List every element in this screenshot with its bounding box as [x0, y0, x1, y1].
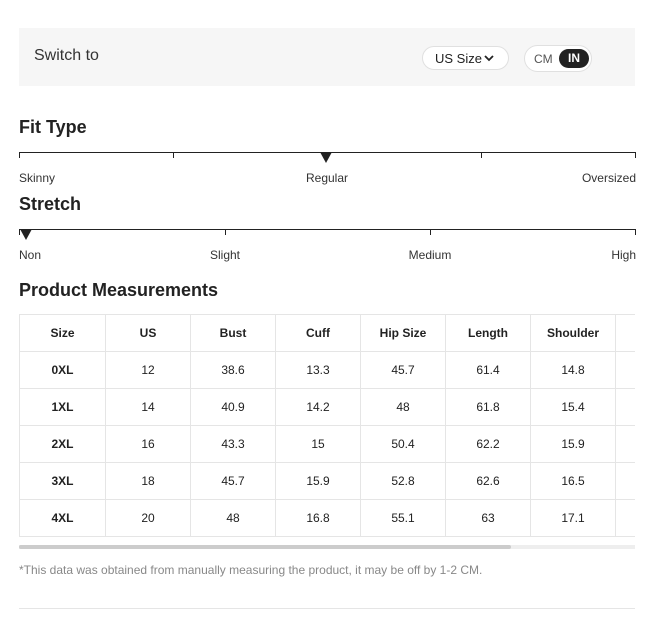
table-cell: 14.2 — [275, 388, 361, 426]
table-row: 2XL 16 43.3 15 50.4 62.2 15.9 — [19, 425, 635, 463]
table-cell: 52.8 — [360, 462, 446, 500]
table-cell: 61.8 — [445, 388, 531, 426]
note: *This data was obtained from manually me… — [19, 563, 483, 577]
divider — [19, 608, 635, 609]
switch-bar: Switch to US Size CM IN — [19, 28, 635, 86]
table-row: 1XL 14 40.9 14.2 48 61.8 15.4 — [19, 388, 635, 426]
scale-tick — [430, 229, 431, 235]
scale-label: Skinny — [19, 171, 56, 185]
table-cell: 62.2 — [445, 425, 531, 463]
header-cell: Length — [445, 314, 531, 352]
unit-cm[interactable]: CM — [534, 52, 553, 66]
table-cell: 17.1 — [530, 499, 616, 537]
scale-label: Oversized — [581, 171, 636, 185]
stretch-title: Stretch — [19, 194, 82, 214]
table-cell — [615, 499, 635, 537]
scale-marker — [320, 152, 332, 163]
scale-label: Non — [19, 248, 42, 262]
table-row: 0XL 12 38.6 13.3 45.7 61.4 14.8 — [19, 351, 635, 389]
scrollbar[interactable] — [19, 545, 635, 549]
table-cell: 18 — [105, 462, 191, 500]
table-cell: 1XL — [19, 388, 106, 426]
scale-tick — [19, 152, 20, 158]
header-cell: US — [105, 314, 191, 352]
size-select[interactable]: US Size — [422, 46, 509, 70]
table-cell: 55.1 — [360, 499, 446, 537]
table-cell: 40.9 — [190, 388, 276, 426]
scale-tick — [481, 152, 482, 158]
header-cell: Sle — [615, 314, 635, 352]
table-cell — [615, 351, 635, 389]
table-row: 4XL 20 48 16.8 55.1 63 17.1 — [19, 499, 635, 537]
table-cell: 2XL — [19, 425, 106, 463]
fit-title: Fit Type — [19, 117, 87, 137]
measurements-title: Product Measurements — [19, 280, 219, 300]
table-cell: 16.5 — [530, 462, 616, 500]
switch-label: Switch to — [34, 47, 99, 64]
table-cell: 14.8 — [530, 351, 616, 389]
table-cell: 0XL — [19, 351, 106, 389]
table-cell — [615, 425, 635, 463]
table-cell: 12 — [105, 351, 191, 389]
header-cell: Shoulder — [530, 314, 616, 352]
table-cell: 16 — [105, 425, 191, 463]
table-cell: 45.7 — [190, 462, 276, 500]
unit-in[interactable]: IN — [559, 49, 589, 68]
scale-tick — [173, 152, 174, 158]
scroll-thumb[interactable] — [19, 545, 511, 549]
table-cell: 50.4 — [360, 425, 446, 463]
scale-label: Regular — [305, 171, 349, 185]
table-cell: 62.6 — [445, 462, 531, 500]
scale-marker — [20, 229, 32, 240]
table-cell: 38.6 — [190, 351, 276, 389]
header-cell: Hip Size — [360, 314, 446, 352]
scale-line — [19, 229, 635, 230]
table-cell: 4XL — [19, 499, 106, 537]
scale-label: High — [611, 248, 636, 262]
header-cell: Size — [19, 314, 106, 352]
table-cell: 45.7 — [360, 351, 446, 389]
table-cell: 20 — [105, 499, 191, 537]
header-cell: Bust — [190, 314, 276, 352]
table-cell — [615, 388, 635, 426]
scale-tick — [635, 152, 636, 158]
size-select-text: US Size — [435, 51, 482, 66]
table-cell: 15.4 — [530, 388, 616, 426]
chevron — [484, 55, 494, 62]
header-cell: Cuff — [275, 314, 361, 352]
table-cell: 15.9 — [275, 462, 361, 500]
table-cell: 15 — [275, 425, 361, 463]
table-cell: 13.3 — [275, 351, 361, 389]
scale-label: Medium — [408, 248, 452, 262]
table-cell: 3XL — [19, 462, 106, 500]
table-cell — [615, 462, 635, 500]
table-cell: 63 — [445, 499, 531, 537]
table-cell: 48 — [190, 499, 276, 537]
table-cell: 61.4 — [445, 351, 531, 389]
scale-tick — [225, 229, 226, 235]
scale-tick — [635, 229, 636, 235]
scale-tick — [19, 229, 20, 235]
table-cell: 16.8 — [275, 499, 361, 537]
table-cell: 43.3 — [190, 425, 276, 463]
scale-label: Slight — [209, 248, 241, 262]
table-cell: 15.9 — [530, 425, 616, 463]
table-cell: 48 — [360, 388, 446, 426]
table-row: 3XL 18 45.7 15.9 52.8 62.6 16.5 — [19, 462, 635, 500]
table-cell: 14 — [105, 388, 191, 426]
unit-toggle: CM IN — [524, 45, 592, 72]
